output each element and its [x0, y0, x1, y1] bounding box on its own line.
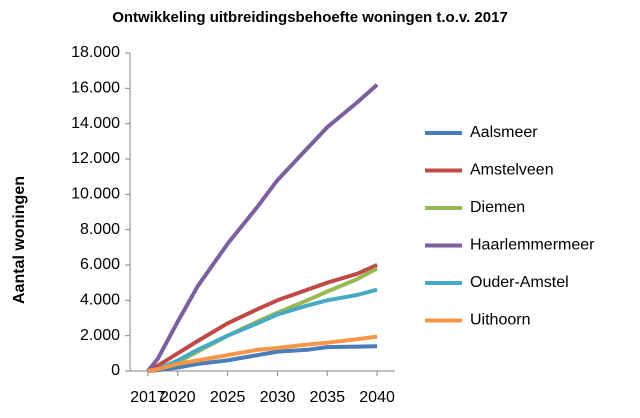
series-line	[146, 83, 379, 373]
legend-label: Aalsmeer	[470, 124, 538, 141]
y-tick-label: 18.000	[71, 44, 120, 61]
y-tick-label: 0	[111, 362, 120, 379]
legend-label: Haarlemmermeer	[470, 237, 595, 254]
series-line	[147, 334, 378, 373]
y-tick-label: 2.000	[80, 327, 120, 344]
y-tick-label: 12.000	[71, 150, 120, 167]
legend-label: Uithoorn	[470, 312, 530, 329]
series-line	[147, 344, 378, 373]
x-tick-label: 2017	[130, 389, 166, 406]
series-line	[146, 263, 378, 373]
x-tick-label: 2025	[210, 389, 246, 406]
series-line	[147, 287, 378, 373]
y-tick-label: 14.000	[71, 115, 120, 132]
legend-label: Ouder-Amstel	[470, 274, 569, 291]
x-tick-label: 2040	[359, 389, 395, 406]
y-tick-label: 8.000	[80, 221, 120, 238]
y-axis-label: Aantal woningen	[11, 176, 28, 304]
x-tick-label: 2030	[260, 389, 296, 406]
y-tick-label: 10.000	[71, 186, 120, 203]
legend-label: Amstelveen	[470, 162, 554, 179]
y-tick-label: 16.000	[71, 80, 120, 97]
y-tick-label: 6.000	[80, 256, 120, 273]
legend-label: Diemen	[470, 199, 525, 216]
y-tick-label: 4.000	[80, 292, 120, 309]
x-tick-label: 2020	[160, 389, 196, 406]
chart-title: Ontwikkeling uitbreidingsbehoefte woning…	[112, 9, 508, 26]
x-tick-label: 2035	[309, 389, 345, 406]
